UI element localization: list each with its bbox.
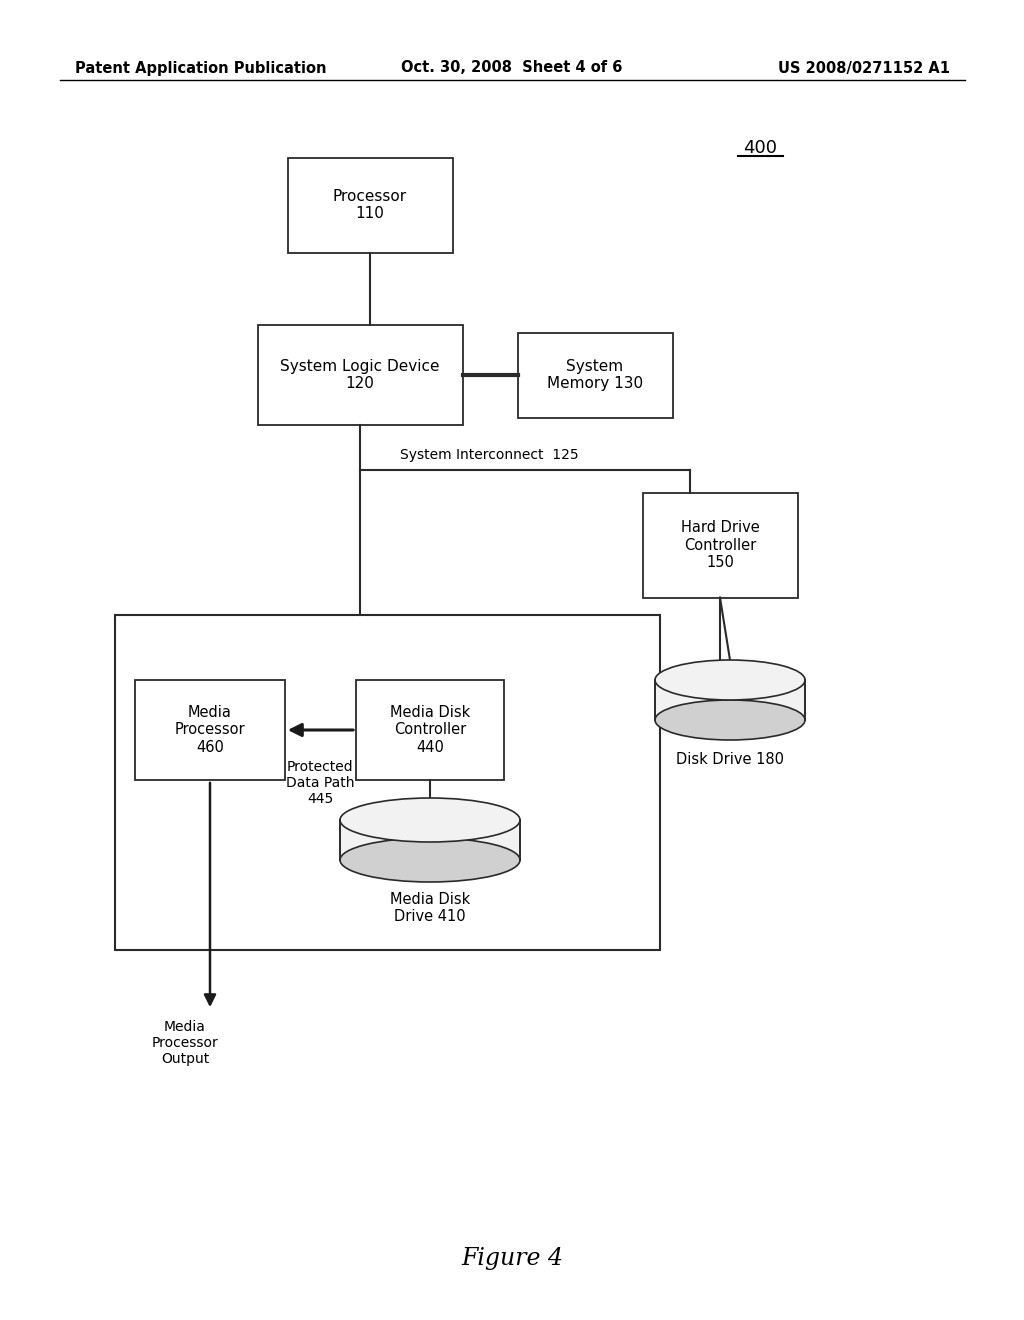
Ellipse shape xyxy=(655,700,805,741)
Text: Patent Application Publication: Patent Application Publication xyxy=(75,61,327,75)
Text: Media
Processor
460: Media Processor 460 xyxy=(175,705,246,755)
Bar xyxy=(356,680,504,780)
Bar xyxy=(642,492,798,598)
Ellipse shape xyxy=(655,660,805,700)
Text: Processor
110: Processor 110 xyxy=(333,189,408,222)
Bar xyxy=(517,333,673,417)
Text: Media
Processor
Output: Media Processor Output xyxy=(152,1020,218,1067)
Text: Protected
Data Path
445: Protected Data Path 445 xyxy=(286,760,354,807)
Ellipse shape xyxy=(340,799,520,842)
Text: Media Disk
Drive 410: Media Disk Drive 410 xyxy=(390,892,470,924)
Ellipse shape xyxy=(340,838,520,882)
Text: Disk Drive 180: Disk Drive 180 xyxy=(676,752,784,767)
Text: 400: 400 xyxy=(743,139,777,157)
Bar xyxy=(257,325,463,425)
Text: System
Memory 130: System Memory 130 xyxy=(547,359,643,391)
Bar xyxy=(288,157,453,252)
Text: Media Disk
Controller
440: Media Disk Controller 440 xyxy=(390,705,470,755)
Bar xyxy=(115,615,660,950)
Text: Hard Drive
Controller
150: Hard Drive Controller 150 xyxy=(681,520,760,570)
Text: Figure 4: Figure 4 xyxy=(461,1246,563,1270)
Bar xyxy=(655,680,805,719)
Text: US 2008/0271152 A1: US 2008/0271152 A1 xyxy=(778,61,950,75)
Text: Oct. 30, 2008  Sheet 4 of 6: Oct. 30, 2008 Sheet 4 of 6 xyxy=(401,61,623,75)
Bar xyxy=(135,680,285,780)
Text: System Interconnect  125: System Interconnect 125 xyxy=(400,447,579,462)
Bar xyxy=(340,820,520,861)
Text: System Logic Device
120: System Logic Device 120 xyxy=(281,359,439,391)
